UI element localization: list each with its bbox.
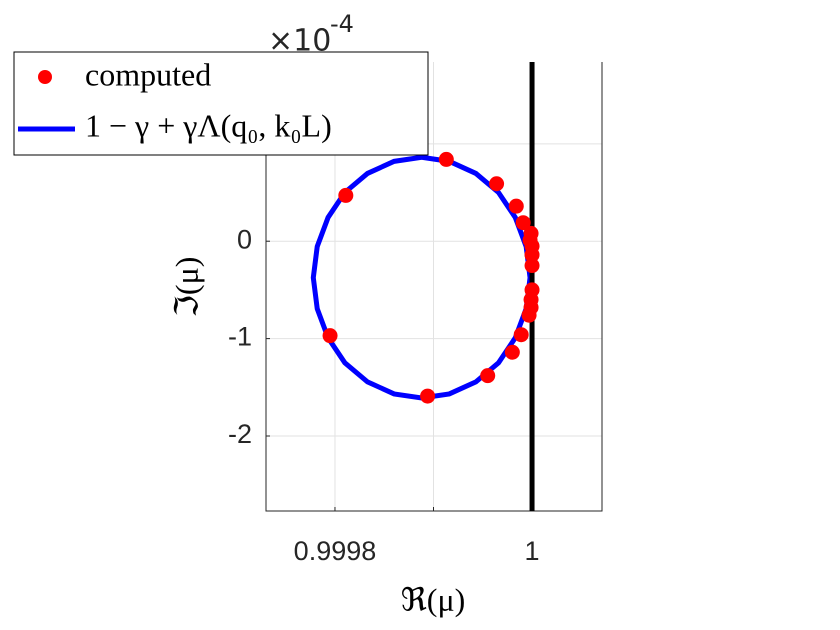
x-tick-label: 1 [525, 536, 540, 566]
point [523, 299, 539, 315]
point [524, 282, 540, 298]
legend-label: computed [85, 56, 211, 92]
point [480, 368, 496, 384]
point [322, 328, 338, 344]
point [523, 225, 539, 241]
legend-swatch [38, 70, 52, 84]
point [508, 198, 524, 214]
point [515, 215, 531, 231]
y-tick-label: 0 [237, 224, 252, 254]
legend-box [13, 51, 429, 156]
y-tick-label: -2 [228, 419, 252, 449]
point [524, 258, 540, 274]
y-axis-label: ℑ(μ) [168, 257, 204, 318]
point [504, 344, 520, 360]
point [489, 176, 505, 192]
point [513, 327, 529, 343]
point [524, 238, 540, 254]
point [338, 187, 354, 203]
x-axis-label: ℜ(μ) [401, 581, 466, 617]
axes-box [265, 62, 603, 512]
y-tick-label: -1 [228, 322, 252, 352]
x-tick-label: 0.9998 [294, 536, 377, 566]
point [438, 151, 454, 167]
legend: computed 1 − γ + γΛ(q₀, k₀L) [13, 51, 429, 156]
series-line [310, 154, 533, 401]
point [420, 388, 436, 404]
y-exponent: -4 [330, 10, 354, 38]
legend-label: 1 − γ + γΛ(q₀, k₀L) [85, 107, 332, 143]
